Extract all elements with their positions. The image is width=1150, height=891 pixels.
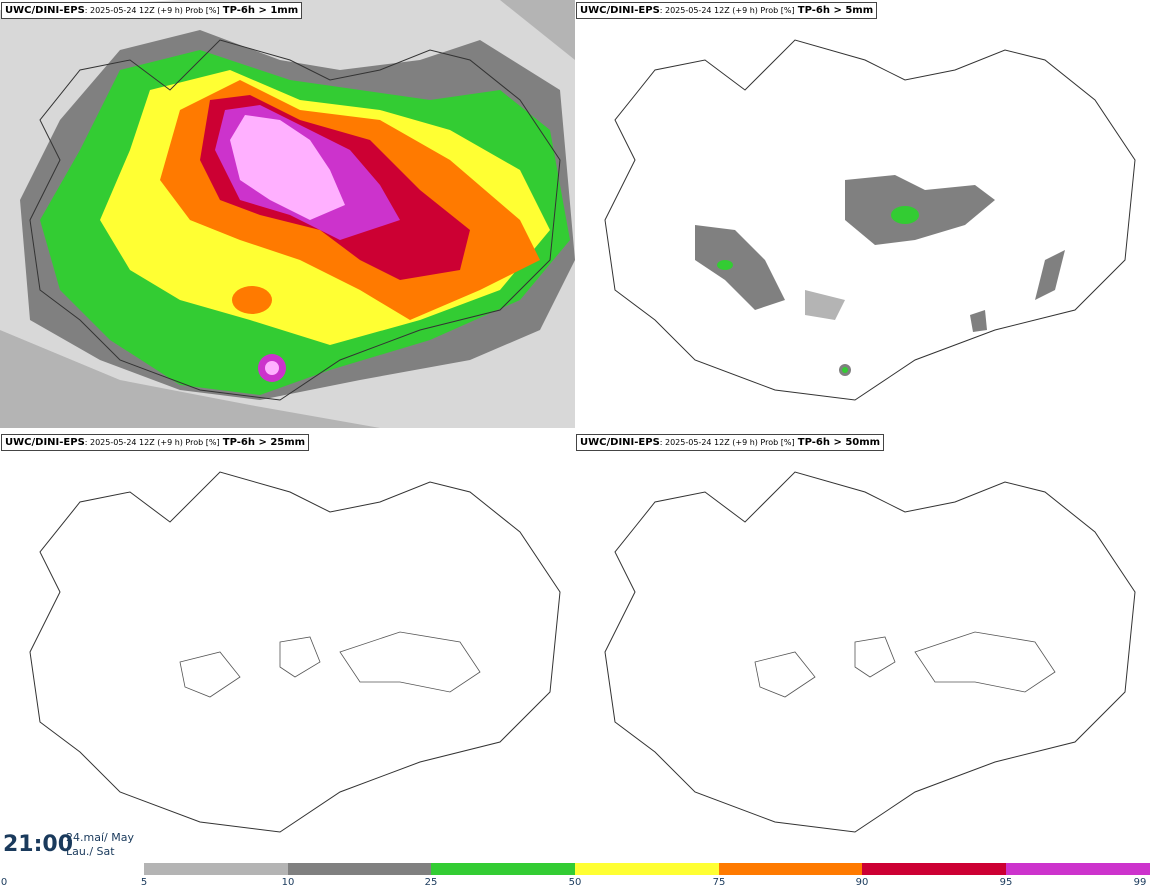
map-panel-5mm: UWC/DINI-EPS: 2025-05-24 12Z (+9 h) Prob… — [575, 0, 1150, 428]
legend-tick: 10 — [281, 877, 295, 888]
valid-date: 24.maí/ May Lau./ Sat — [66, 831, 134, 859]
map-panel-25mm: UWC/DINI-EPS: 2025-05-24 12Z (+9 h) Prob… — [0, 432, 575, 860]
legend-tick: 5 — [140, 877, 148, 888]
legend-tick: 95 — [999, 877, 1013, 888]
legend-swatch-75-90 — [719, 863, 862, 875]
map-panel-1mm: UWC/DINI-EPS: 2025-05-24 12Z (+9 h) Prob… — [0, 0, 575, 428]
legend-swatch-10-25 — [288, 863, 431, 875]
legend-swatch-5-10 — [144, 863, 288, 875]
date-line-1: 24.maí/ May — [66, 831, 134, 844]
legend-tick: 75 — [712, 877, 726, 888]
map-panel-50mm: UWC/DINI-EPS: 2025-05-24 12Z (+9 h) Prob… — [575, 432, 1150, 860]
probability-map-25mm — [29, 471, 561, 833]
legend-tick: 90 — [855, 877, 869, 888]
legend-tick: 25 — [424, 877, 438, 888]
legend-swatch-50-75 — [575, 863, 719, 875]
color-legend — [144, 863, 1150, 875]
legend-swatch-90-95 — [862, 863, 1006, 875]
date-line-2: Lau./ Sat — [66, 845, 115, 858]
probability-map-1mm — [0, 0, 575, 428]
panel-title: UWC/DINI-EPS: 2025-05-24 12Z (+9 h) Prob… — [576, 2, 878, 19]
valid-time: 21:00 — [3, 832, 74, 857]
legend-swatch-25-50 — [431, 863, 575, 875]
panel-title: UWC/DINI-EPS: 2025-05-24 12Z (+9 h) Prob… — [576, 434, 885, 451]
probability-map-5mm — [604, 39, 1136, 401]
panel-title: UWC/DINI-EPS: 2025-05-24 12Z (+9 h) Prob… — [1, 434, 310, 451]
panel-title: UWC/DINI-EPS: 2025-05-24 12Z (+9 h) Prob… — [1, 2, 303, 19]
probability-map-50mm — [604, 471, 1136, 833]
legend-tick: 50 — [568, 877, 582, 888]
legend-swatch-95-99 — [1006, 863, 1150, 875]
legend-tick: 99 — [1133, 877, 1147, 888]
legend-tick: 0 — [0, 877, 8, 888]
